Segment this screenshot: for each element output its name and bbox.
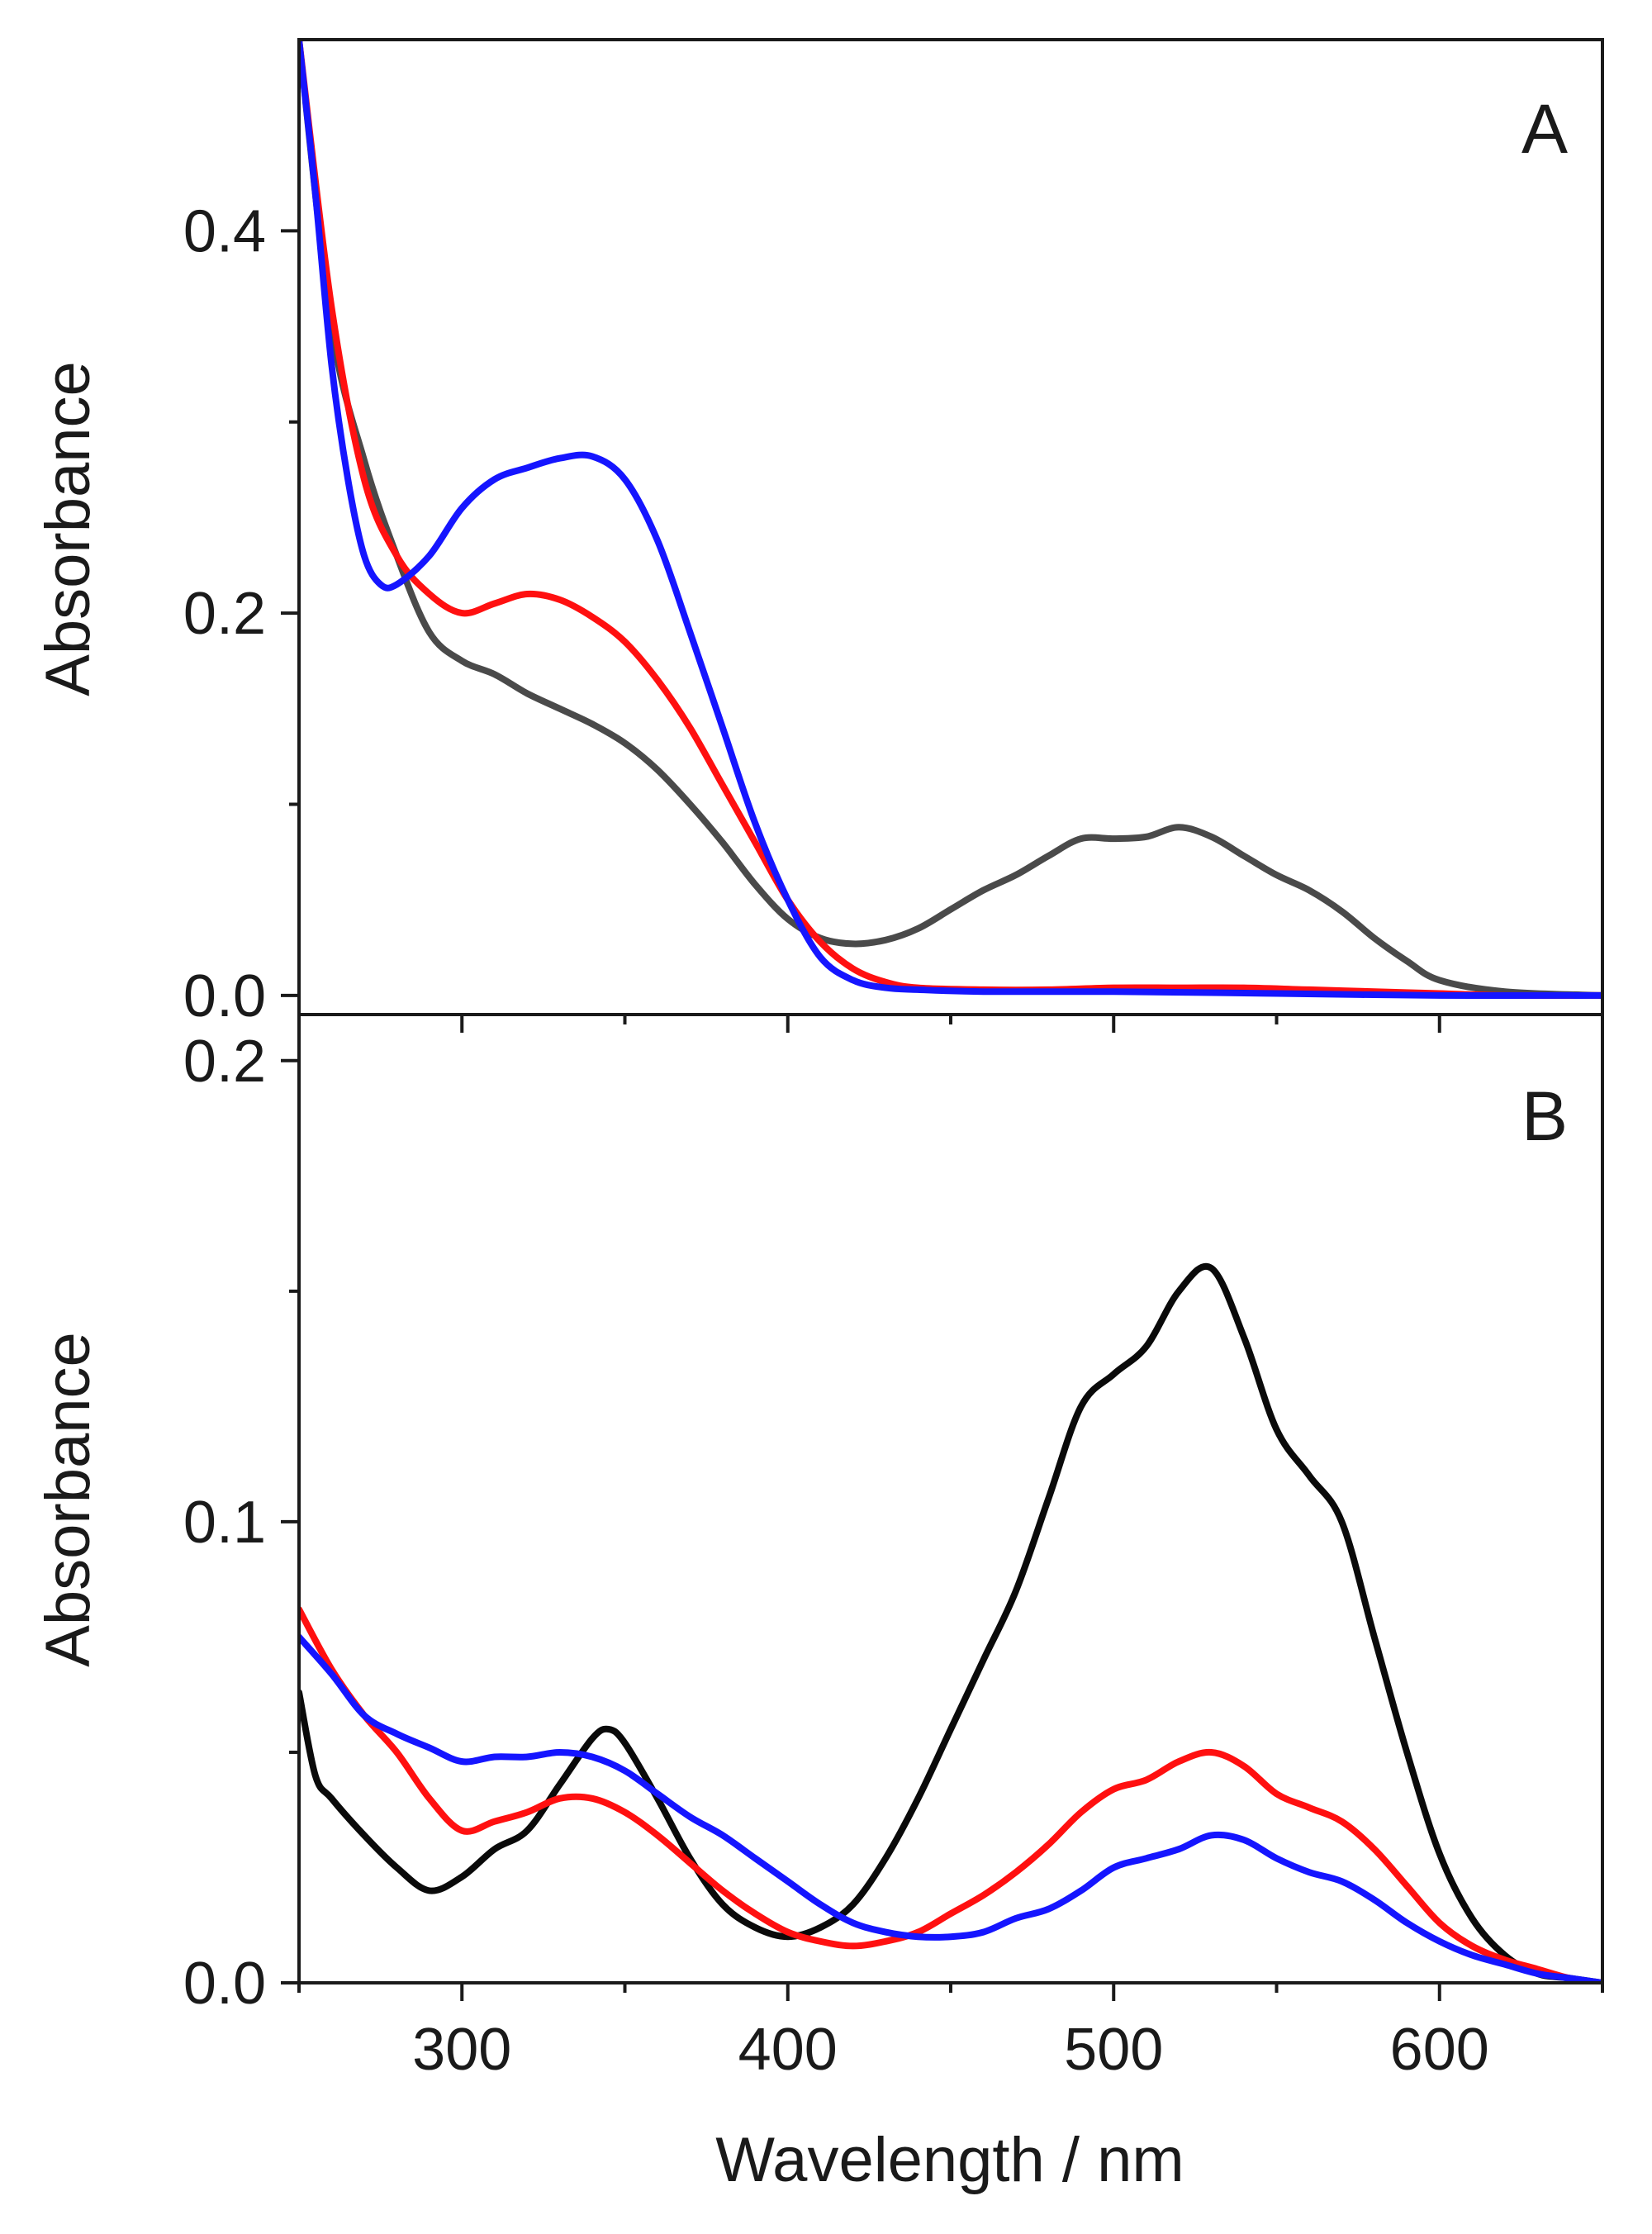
panel-a: 0.0 0.2 0.4 Absorbance A bbox=[33, 38, 1604, 1033]
panel-a-ytick-label: 0.2 bbox=[183, 581, 266, 647]
panel-b-xtick-label: 600 bbox=[1390, 2017, 1489, 2083]
panel-b-series-blue bbox=[299, 1633, 1602, 1983]
panel-b-y-axis-title: Absorbance bbox=[33, 1332, 103, 1667]
panel-b-x-axis-title: Wavelength / nm bbox=[715, 2125, 1184, 2195]
panel-b-ytick-label: 0.1 bbox=[183, 1490, 266, 1556]
panel-b-ytick-label: 0.2 bbox=[183, 1029, 266, 1095]
panel-b-frame bbox=[297, 1013, 1604, 1984]
panel-b-xtick-label: 400 bbox=[738, 2017, 838, 2083]
panel-a-series-blue bbox=[299, 40, 1602, 1000]
panel-b-xtick-label: 500 bbox=[1064, 2017, 1163, 2083]
panel-b-y-ticks: 0.0 0.1 0.2 bbox=[183, 1029, 299, 2017]
panel-b-ytick-label: 0.0 bbox=[183, 1951, 266, 2017]
panel-b-series bbox=[299, 1262, 1602, 1983]
panel-a-x-ticks bbox=[460, 1015, 1441, 1033]
panel-a-y-ticks: 0.0 0.2 0.4 bbox=[183, 198, 299, 1029]
panel-b-x-ticks: 300 400 500 600 bbox=[297, 1983, 1604, 2083]
panel-a-label: A bbox=[1521, 90, 1568, 168]
panel-a-series-dark-gray bbox=[299, 40, 1602, 999]
panel-b: 0.0 0.1 0.2 300 400 500 600 Absorbance Wavele… bbox=[33, 1013, 1604, 2195]
panel-b-series-black bbox=[299, 1262, 1602, 1983]
panel-a-ytick-label: 0.0 bbox=[183, 963, 266, 1029]
panel-a-y-axis-title: Absorbance bbox=[33, 361, 103, 696]
panel-b-series-red bbox=[299, 1605, 1602, 1983]
panel-a-series-red bbox=[299, 40, 1602, 1000]
panel-a-series bbox=[299, 40, 1602, 1000]
panel-b-label: B bbox=[1521, 1077, 1568, 1155]
panel-a-ytick-label: 0.4 bbox=[183, 198, 266, 264]
panel-b-xtick-label: 300 bbox=[412, 2017, 511, 2083]
